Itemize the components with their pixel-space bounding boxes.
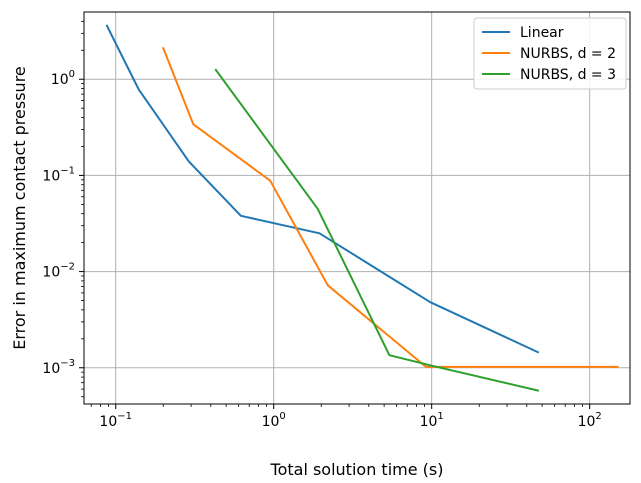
series-line-2 [162, 46, 619, 368]
y-tick-label-base: 10 [42, 361, 60, 377]
y-tick-label-exponent: −1 [60, 165, 75, 176]
x-tick-label-exponent: 0 [279, 411, 285, 422]
y-tick-label-exponent: 0 [69, 69, 75, 80]
x-tick-label-exponent: 1 [437, 411, 443, 422]
x-tick-label: 101 [420, 411, 444, 430]
y-tick-label: 10−1 [42, 165, 75, 184]
x-axis-label: Total solution time (s) [270, 460, 444, 479]
y-tick-label-exponent: −3 [60, 358, 75, 369]
plot-frame [83, 11, 631, 405]
legend-box [473, 17, 627, 90]
series-line-1 [105, 24, 540, 354]
x-tick-label-base: 10 [99, 414, 117, 430]
x-tick-label-base: 10 [262, 414, 280, 430]
y-tick-label: 10−2 [42, 262, 75, 281]
y-tick-label-base: 10 [51, 72, 69, 88]
x-tick-label-base: 10 [420, 414, 438, 430]
y-tick-label: 10−3 [42, 358, 75, 377]
legend-label-3: NURBS, d = 3 [520, 67, 616, 83]
legend-label-2: NURBS, d = 2 [520, 46, 616, 62]
x-tick-label: 100 [262, 411, 286, 430]
y-tick-label-base: 10 [42, 265, 60, 281]
x-tick-label-exponent: −1 [117, 411, 132, 422]
legend-label-1: Linear [520, 25, 564, 41]
x-tick-label-exponent: 2 [595, 411, 601, 422]
legend: Linear NURBS, d = 2 NURBS, d = 3 [473, 17, 627, 90]
y-tick-label-base: 10 [42, 168, 60, 184]
y-tick-label-exponent: −2 [60, 262, 75, 273]
x-tick-label: 102 [578, 411, 602, 430]
series-layer [105, 24, 619, 392]
y-tick-label: 100 [51, 69, 75, 88]
y-axis-label: Error in maximum contact pressure [10, 66, 29, 350]
x-tick-label: 10−1 [99, 411, 132, 430]
x-tick-label-base: 10 [578, 414, 596, 430]
series-line-3 [214, 68, 540, 392]
